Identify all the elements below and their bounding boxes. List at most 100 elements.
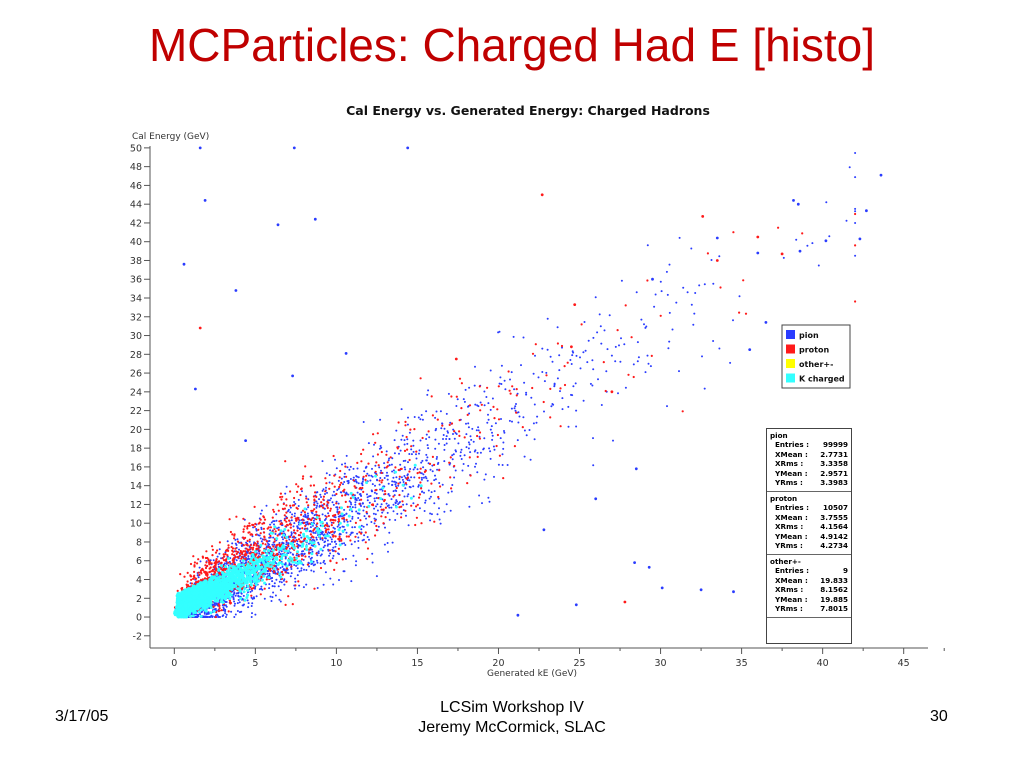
- pion-point: [367, 442, 370, 445]
- pion-point: [465, 422, 467, 425]
- pion-point: [618, 344, 620, 347]
- pion-point: [811, 242, 814, 245]
- pion-point: [237, 592, 240, 595]
- proton-point: [415, 450, 418, 453]
- pion-point: [475, 462, 477, 465]
- proton-point: [289, 526, 292, 529]
- pion-point: [357, 476, 360, 479]
- k-charged-point: [224, 594, 228, 598]
- pion-point: [321, 549, 324, 552]
- pion-point: [196, 574, 199, 577]
- pion-point: [290, 568, 293, 570]
- proton-point: [439, 485, 442, 488]
- pion-point: [339, 526, 342, 529]
- pion-point: [360, 524, 363, 527]
- pion-point: [379, 418, 382, 421]
- proton-point: [292, 535, 295, 538]
- proton-point: [332, 521, 335, 524]
- pion-point: [459, 454, 462, 457]
- pion-point: [251, 602, 254, 605]
- pion-point: [451, 484, 454, 486]
- proton-point: [327, 501, 330, 504]
- proton-point: [300, 513, 303, 516]
- proton-point: [328, 487, 331, 490]
- k-charged-point: [279, 529, 283, 533]
- pion-point: [316, 561, 319, 564]
- pion-point: [302, 558, 305, 561]
- proton-point: [280, 522, 283, 525]
- pion-point: [333, 494, 336, 497]
- pion-point: [474, 449, 477, 452]
- pion-point: [259, 512, 262, 515]
- k-charged-point: [231, 571, 235, 575]
- pion-point: [313, 514, 316, 517]
- pion-point: [313, 501, 316, 504]
- pion-point: [448, 438, 451, 440]
- pion-point: [437, 442, 440, 445]
- pion-point: [412, 444, 415, 447]
- pion-point: [347, 493, 350, 496]
- pion-point: [637, 356, 640, 359]
- proton-point: [218, 604, 221, 607]
- pion-point: [391, 457, 394, 460]
- pion-point: [340, 491, 343, 494]
- pion-point: [226, 540, 229, 543]
- pion-point: [278, 551, 281, 554]
- proton-point: [366, 547, 370, 550]
- proton-point: [276, 552, 279, 555]
- proton-point: [719, 286, 722, 289]
- proton-point: [246, 527, 249, 530]
- pion-point: [491, 397, 494, 400]
- pion-point: [329, 536, 332, 539]
- pion-point: [486, 421, 489, 424]
- pion-point: [439, 522, 442, 525]
- pion-point: [419, 418, 422, 421]
- proton-point: [279, 492, 282, 495]
- pion-point: [268, 543, 271, 546]
- proton-point: [338, 537, 342, 540]
- proton-point: [418, 476, 421, 479]
- pion-point: [344, 462, 347, 465]
- proton-point: [384, 492, 387, 496]
- pion-point: [491, 431, 493, 434]
- pion-point: [393, 452, 396, 455]
- k-charged-point: [228, 591, 232, 595]
- pion-point: [306, 521, 309, 523]
- proton-point: [324, 477, 327, 480]
- proton-point: [276, 534, 279, 537]
- pion-point: [221, 615, 224, 618]
- k-charged-point: [321, 524, 325, 528]
- pion-point: [668, 340, 671, 343]
- proton-point: [212, 605, 215, 608]
- pion-point: [366, 493, 368, 496]
- proton-point: [248, 552, 251, 555]
- proton-point: [250, 594, 253, 597]
- pion-point: [423, 491, 425, 494]
- proton-point: [458, 434, 461, 437]
- pion-point: [309, 526, 312, 529]
- proton-point: [283, 507, 286, 510]
- pion-point: [285, 543, 288, 546]
- k-charged-point: [236, 574, 240, 578]
- pion-point: [302, 515, 305, 518]
- proton-point: [341, 517, 344, 520]
- pion-point: [376, 478, 378, 481]
- pion-point: [319, 519, 321, 522]
- k-charged-point: [285, 535, 289, 539]
- pion-point: [636, 360, 639, 363]
- pion-point: [331, 494, 334, 497]
- pion-point: [333, 549, 335, 552]
- pion-point: [338, 579, 340, 581]
- proton-point: [223, 555, 226, 558]
- pion-point: [467, 441, 470, 444]
- pion-point: [231, 590, 234, 593]
- pion-point: [354, 564, 357, 567]
- proton-point: [253, 542, 257, 545]
- pion-point: [582, 399, 585, 402]
- pion-point: [425, 459, 428, 462]
- pion-point: [373, 497, 376, 500]
- pion-point: [848, 166, 851, 169]
- pion-point: [318, 505, 321, 508]
- proton-point: [229, 562, 232, 565]
- pion-point: [426, 479, 429, 482]
